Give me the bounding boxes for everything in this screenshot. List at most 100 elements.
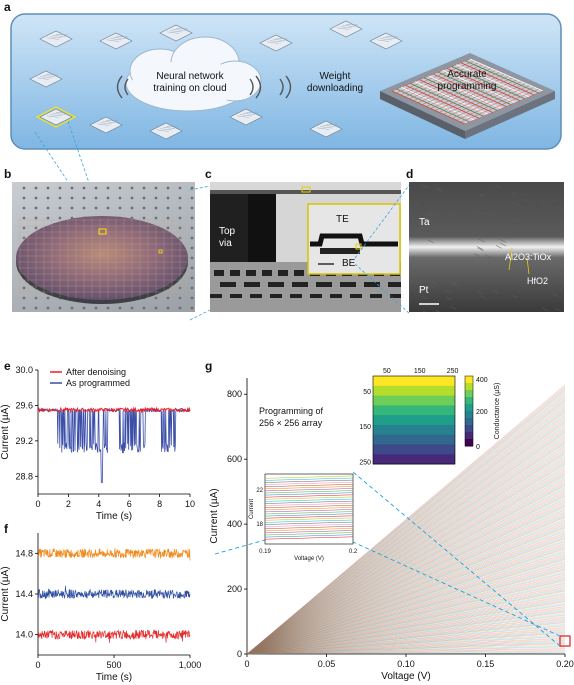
x-tick-label: 6 <box>127 499 132 509</box>
inset-title-line2: 256 × 256 array <box>259 418 323 428</box>
zoom-iv-curve <box>264 536 354 540</box>
mini-chip-icon <box>309 120 343 138</box>
zoom-iv-curve <box>264 479 354 483</box>
wafer-zoom-box <box>98 228 107 235</box>
colorbar-frame <box>464 375 474 447</box>
panel-connectors <box>34 120 91 185</box>
legend-label-programmed: As programmed <box>66 378 130 388</box>
colorbar-tick-label: 0 <box>476 444 480 451</box>
heatmap-x-tick-label: 50 <box>383 368 391 375</box>
iv-curve <box>246 652 566 655</box>
be-label: BE <box>342 258 356 269</box>
download-caption-line2: downloading <box>306 83 364 94</box>
x-tick-label: 0 <box>35 660 40 670</box>
zoom-iv-curve <box>264 532 354 536</box>
x-tick-label: 4 <box>96 499 101 509</box>
y-axis-title: Current (µA) <box>0 566 11 621</box>
heatmap-row <box>373 444 455 455</box>
top-via-line1: Top <box>219 226 236 237</box>
colorbar-segment <box>465 418 473 426</box>
x-tick-label: 2 <box>66 499 71 509</box>
big-chip-icon <box>380 53 555 139</box>
zoom-iv-curve <box>264 494 354 498</box>
colorbar-title: Conductance (µS) <box>494 383 501 440</box>
zoom-y-axis-title: Current <box>249 499 255 519</box>
zoom-iv-curve <box>264 502 354 506</box>
y-tick-label: 14.0 <box>15 630 33 640</box>
colorbar-segment <box>465 411 473 419</box>
chart-e-svg: 0 2 4 6 8 10 28.8 29.2 29.6 30.0 Time (s) Current (… <box>0 365 195 522</box>
panel-e-label: e <box>4 359 11 373</box>
iv-curve <box>246 635 566 655</box>
chart-f-svg: 0 500 1,000 14.0 14.4 14.8 Time (s) Current (µA… <box>0 533 202 683</box>
ta-label: Ta <box>419 217 430 228</box>
panel-b-label: b <box>4 167 12 181</box>
heatmap-row <box>373 424 455 436</box>
zoom-iv-curve <box>264 507 354 511</box>
y-tick-label: 600 <box>227 454 242 464</box>
mini-chip-icon <box>259 34 293 52</box>
x-tick-label: 0.20 <box>556 659 574 669</box>
tem-cross-section: Top via TE BE <box>210 182 401 312</box>
zoom-region-box <box>559 635 571 647</box>
cloud-caption: Neural network training on cloud <box>130 71 250 95</box>
panel-a-label: a <box>4 0 11 14</box>
series-trace-2 <box>37 629 191 643</box>
x-axis-title: Voltage (V) <box>381 671 430 682</box>
chip-caption: Accurate programming <box>422 69 512 93</box>
iv-curve <box>246 632 566 655</box>
panel-c-label: c <box>205 167 212 181</box>
mini-chip-icon <box>159 24 193 42</box>
zoom-iv-curve <box>264 513 354 517</box>
heatmap-row <box>373 415 455 426</box>
iv-curve <box>246 648 566 655</box>
panel-f-label: f <box>4 522 8 536</box>
zoom-iv-curve <box>264 484 354 487</box>
zoom-y-tick-label: 22 <box>256 488 263 494</box>
cloud-caption-line2: training on cloud <box>153 83 227 94</box>
panel-a-illustration: Neural network training on cloud Weight … <box>10 13 562 150</box>
zoom-iv-curve <box>264 523 354 527</box>
y-tick-label: 29.6 <box>15 400 33 410</box>
zoom-iv-curve <box>264 519 354 523</box>
zoom-iv-curve <box>264 517 354 521</box>
zoom-connector <box>352 541 561 637</box>
mini-chip-icon <box>229 108 263 126</box>
x-tick-label: 8 <box>157 499 162 509</box>
y-axis-title: Current (µA) <box>0 404 11 459</box>
zoom-iv-curve <box>264 521 354 525</box>
mini-chip-icon <box>329 20 363 38</box>
iv-curve <box>246 651 566 655</box>
iv-curve <box>246 650 566 655</box>
heatmap-row <box>373 405 455 416</box>
zoom-x-axis-title: Voltage (V) <box>294 556 324 562</box>
pt-label: Pt <box>419 285 429 296</box>
hrtem-svg <box>409 182 564 312</box>
te-label: TE <box>336 214 349 225</box>
colorbar-segment <box>465 439 473 447</box>
x-tick-label: 1,000 <box>179 660 202 670</box>
zoom-connector <box>352 471 561 647</box>
series-after-denoising <box>37 406 191 414</box>
inset-title-line1: Programming of <box>259 406 324 416</box>
colorbar-segment <box>465 390 473 398</box>
download-caption-line1: Weight <box>319 71 351 82</box>
series-as-programmed <box>37 407 191 483</box>
series-trace-1 <box>37 585 191 600</box>
iv-curve <box>246 642 566 655</box>
heatmap-y-tick-label: 150 <box>359 424 371 431</box>
panel-g-label: g <box>205 359 213 373</box>
x-axis-title: Time (s) <box>96 511 132 522</box>
zoom-iv-curve <box>264 490 354 494</box>
colorbar-tick-label: 200 <box>476 409 488 416</box>
mini-chip-icon <box>29 70 63 88</box>
iv-curve <box>246 636 566 655</box>
iv-curve <box>246 641 566 655</box>
x-tick-label: 10 <box>185 499 195 509</box>
zoom-iv-curve <box>264 475 354 479</box>
zoom-iv-curve <box>264 488 354 492</box>
colorbar-segment <box>465 376 473 384</box>
zoom-iv-curve <box>264 505 354 508</box>
heatmap-row <box>373 395 455 406</box>
